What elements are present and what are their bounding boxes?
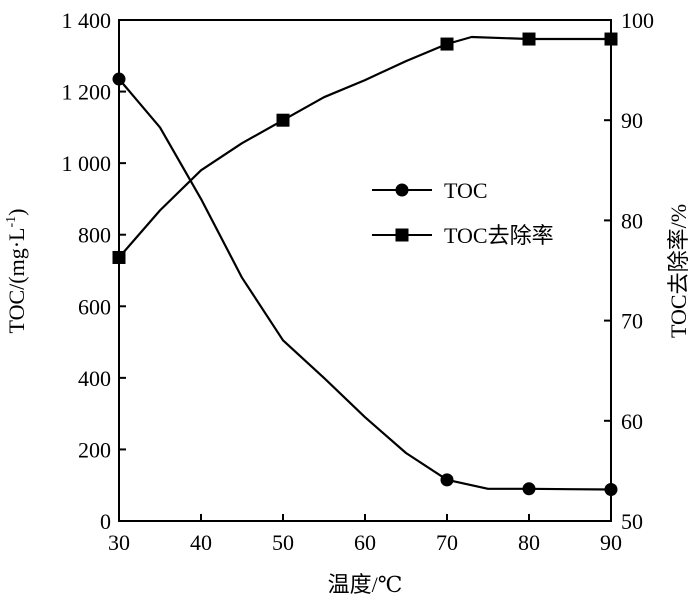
toc-data-point: [604, 483, 618, 497]
toc-removal-data-point: [522, 32, 536, 46]
toc-removal-data-point: [276, 113, 290, 127]
x-axis-title: 温度/℃: [328, 572, 403, 597]
toc-removal-data-point: [440, 37, 454, 51]
plot-frame: [118, 19, 612, 522]
right-y-tick-label: 90: [621, 108, 643, 133]
x-tick-label: 50: [272, 530, 294, 555]
toc-removal-data-point: [604, 32, 618, 46]
x-tick-label: 80: [518, 530, 540, 555]
toc-line: [118, 78, 612, 491]
left-y-tick-label: 800: [78, 223, 111, 248]
left-y-tick-label: 1 000: [62, 151, 112, 176]
left-y-tick-label: 400: [78, 366, 111, 391]
left-y-tick-label: 1 200: [62, 80, 112, 105]
left-y-tick-label: 0: [100, 509, 111, 534]
right-y-tick-label: 80: [621, 208, 643, 233]
toc-data-point: [112, 72, 126, 86]
legend: TOC TOC去除率: [372, 178, 554, 248]
right-y-tick-label: 50: [621, 509, 643, 534]
right-y-tick-label: 100: [621, 8, 654, 33]
left-y-axis-title: TOC/(mg·L-1): [4, 209, 29, 334]
left-y-axis-title-main: TOC/(mg·L: [4, 228, 29, 334]
series-layer: [112, 32, 618, 497]
left-y-axis-title-close: ): [4, 209, 29, 216]
right-y-tick-label: 70: [621, 309, 643, 334]
left-y-tick-label: 600: [78, 294, 111, 319]
right-y-axis-title: TOC去除率/%: [666, 204, 691, 338]
left-y-axis-ticks: 0 200 400 600 800 1 000 1 200 1 400: [62, 8, 126, 534]
left-y-tick-label: 200: [78, 437, 111, 462]
legend-label-toc: TOC: [444, 178, 488, 203]
x-axis-ticks: 30 40 50 60 70 80 90: [108, 514, 622, 555]
toc-data-point: [440, 473, 454, 487]
left-y-tick-label: 1 400: [62, 8, 112, 33]
right-y-axis-ticks: 50 60 70 80 90 100: [604, 8, 654, 534]
legend-marker-square: [395, 228, 409, 242]
x-tick-label: 90: [600, 530, 622, 555]
x-tick-label: 30: [108, 530, 130, 555]
left-y-axis-title-superscript: -1: [4, 216, 19, 228]
legend-marker-circle: [395, 183, 409, 197]
toc-data-point: [522, 482, 536, 496]
legend-label-toc-removal: TOC去除率: [444, 223, 554, 248]
toc-removal-data-point: [112, 250, 126, 264]
x-tick-label: 60: [354, 530, 376, 555]
x-tick-label: 40: [190, 530, 212, 555]
right-y-tick-label: 60: [621, 409, 643, 434]
x-tick-label: 70: [436, 530, 458, 555]
